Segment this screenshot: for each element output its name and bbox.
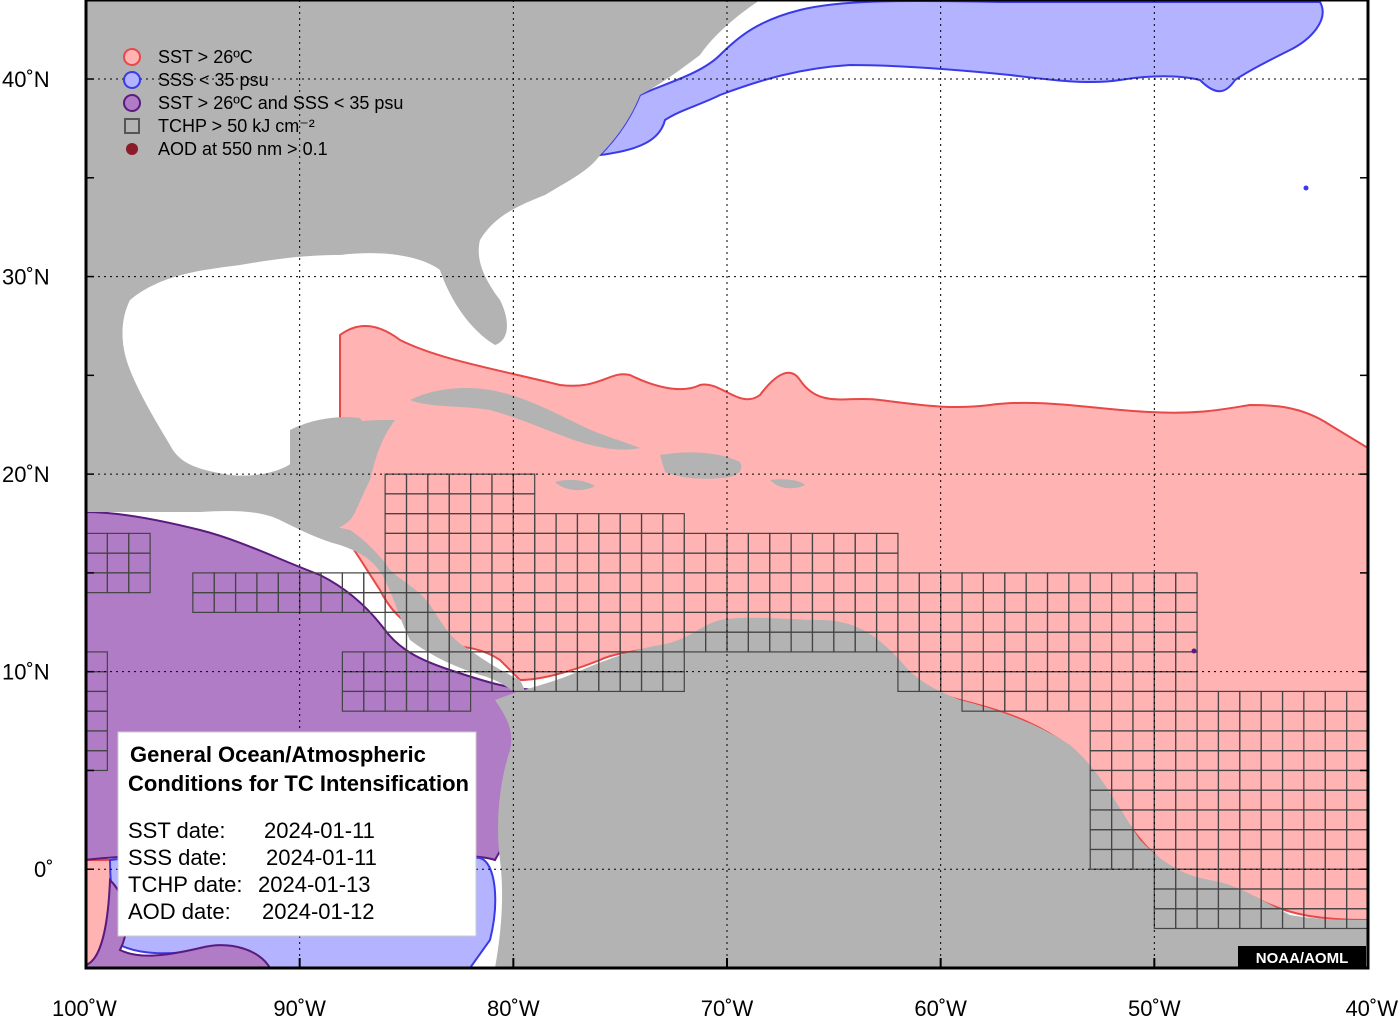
lon-tick-label: 80˚W (487, 996, 540, 1019)
tchp-grid (86, 473, 1368, 930)
tchp-date-value: 2024-01-13 (258, 872, 371, 897)
tchp-swatch-icon (124, 118, 140, 134)
both-region-southwest (86, 877, 272, 968)
legend-item-aod: AOD at 550 nm > 0.1 (126, 139, 328, 159)
info-title-line1: General Ocean/Atmospheric (130, 742, 426, 767)
both-swatch-icon (123, 94, 141, 112)
sss-region-north (597, 0, 1324, 157)
lon-tick-label: 100˚W (52, 996, 117, 1019)
lon-tick-label: 50˚W (1128, 996, 1181, 1019)
lat-tick-label: 20˚N (2, 462, 50, 487)
legend-item-tchp: TCHP > 50 kJ cm⁻² (124, 116, 315, 136)
land-jamaica (555, 479, 595, 491)
sst-date-label: SST date: (128, 818, 225, 843)
tchp-cell (363, 572, 386, 594)
legend-item-sss: SSS < 35 psu (123, 70, 269, 90)
legend-item-sst: SST > 26ºC (123, 47, 253, 67)
info-title-line2: Conditions for TC Intensification (128, 771, 469, 796)
lat-tick-label: 40˚N (2, 67, 50, 92)
aod-date-value: 2024-01-12 (262, 899, 375, 924)
both-spot (1191, 648, 1197, 654)
land-north-america (86, 0, 760, 530)
lon-axis: 100˚W 90˚W 80˚W 70˚W 60˚W 50˚W 40˚W (52, 958, 1398, 1019)
legend-label-tchp: TCHP > 50 kJ cm⁻² (158, 116, 315, 136)
credit-background (1238, 946, 1366, 968)
land-yucatan (290, 417, 368, 515)
legend: SST > 26ºC SSS < 35 psu SST > 26ºC and S… (123, 47, 403, 159)
legend-label-sss: SSS < 35 psu (158, 70, 269, 90)
land-hispaniola (660, 452, 742, 479)
tchp-cell (1175, 572, 1198, 594)
legend-item-both: SST > 26ºC and SSS < 35 psu (123, 93, 403, 113)
tchp-cell (662, 513, 685, 534)
land-cuba (410, 388, 640, 450)
credit-text: NOAA/AOML (1256, 950, 1349, 967)
lat-axis: 40˚N 30˚N 20˚N 10˚N 0˚ (2, 67, 1368, 969)
sst-date-value: 2024-01-11 (264, 818, 375, 843)
tchp-cell (86, 651, 108, 673)
lat-tick-label: 30˚N (2, 265, 50, 290)
sst-region-atlantic (328, 324, 1368, 922)
legend-label-aod: AOD at 550 nm > 0.1 (158, 139, 328, 159)
lon-tick-label: 70˚W (701, 996, 754, 1019)
tchp-cell (128, 532, 151, 554)
tchp-cell (875, 532, 899, 554)
credit-badge: NOAA/AOML (1238, 946, 1366, 968)
tchp-cell (448, 690, 472, 712)
sss-date-label: SSS date: (128, 845, 227, 870)
info-box: General Ocean/Atmospheric Conditions for… (117, 731, 477, 937)
lat-tick-label: 10˚N (2, 660, 50, 685)
lon-tick-label: 60˚W (914, 996, 967, 1019)
sss-swatch-icon (123, 71, 141, 89)
sss-spot (1303, 185, 1309, 191)
info-box-background (117, 731, 477, 937)
land-south-america (495, 617, 1368, 968)
sst-swatch-icon (123, 48, 141, 66)
aod-date-label: AOD date: (128, 899, 231, 924)
legend-label-both: SST > 26ºC and SSS < 35 psu (158, 93, 403, 113)
sss-date-value: 2024-01-11 (266, 845, 377, 870)
aod-swatch-icon (126, 143, 138, 155)
lat-tick-label: 0˚ (34, 857, 54, 882)
lon-tick-label: 40˚W (1345, 996, 1398, 1019)
land-puerto-rico (770, 479, 805, 489)
legend-label-sst: SST > 26ºC (158, 47, 253, 67)
gridlines (86, 0, 1368, 968)
lon-tick-label: 90˚W (273, 996, 326, 1019)
tchp-cell (1175, 710, 1198, 732)
tchp-date-label: TCHP date: (128, 872, 243, 897)
